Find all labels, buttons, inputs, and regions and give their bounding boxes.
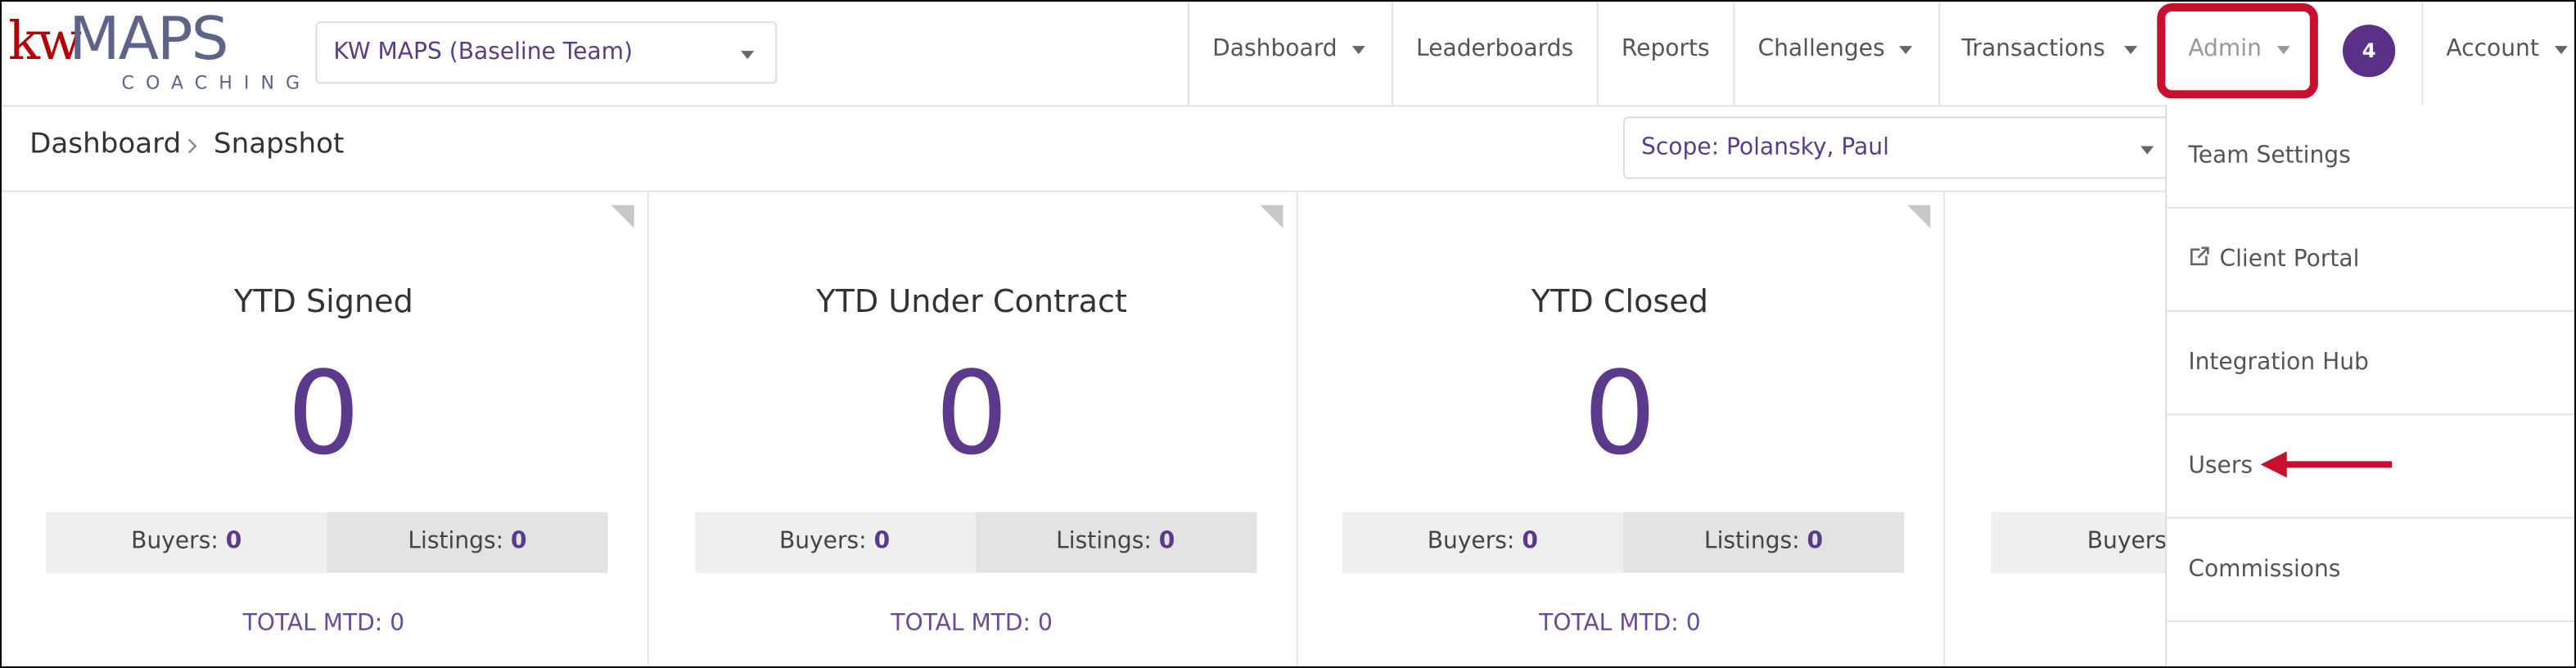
card-corner [1907, 205, 1931, 228]
buyers-label: Buyers: [131, 528, 219, 555]
card-value: 0 [1583, 346, 1657, 481]
nav-item[interactable]: Leaderboards [1416, 36, 1574, 63]
snapshot-card: YTD Signed 0 Buyers: 0 Listings: 0 TOTAL MTD… [0, 192, 649, 668]
mtd-label: TOTAL MTD: [891, 610, 1031, 637]
listings-label: Listings: [408, 528, 504, 555]
buyers-value: 0 [1522, 528, 1538, 555]
mtd-value: 0 [1685, 610, 1701, 637]
separator [1733, 0, 1735, 106]
separator [1938, 0, 1941, 106]
admin-dropdown: Team Settings Client Portal Integration Hu… [2165, 105, 2576, 668]
nav-item[interactable]: Challenges [1757, 36, 1885, 63]
mtd-label: TOTAL MTD: [1539, 610, 1679, 637]
nav-item[interactable]: Transactions [1961, 36, 2105, 63]
card-title: YTD Closed [1531, 283, 1708, 320]
menu-item-text: Commissions [2188, 556, 2341, 583]
nav-item[interactable]: Account [2446, 36, 2539, 63]
card-value: 0 [935, 346, 1008, 481]
total-mtd: TOTAL MTD: 0 [648, 611, 1296, 637]
listings-value: 0 [511, 528, 527, 555]
listings-value: 0 [1807, 528, 1824, 555]
total-mtd: TOTAL MTD: 0 [1297, 611, 1944, 637]
separator [1596, 0, 1599, 106]
mtd-value: 0 [390, 610, 405, 637]
buyers-label: Buyers: [2087, 528, 2175, 555]
nav-item[interactable]: Reports [1621, 36, 1710, 63]
menu-item-text: Team Settings [2188, 142, 2351, 169]
separator [2421, 0, 2424, 106]
listings-cell: Listings: 0 [975, 512, 1256, 573]
listings-value: 0 [1158, 528, 1175, 555]
buyers-cell: Buyers: 0 [46, 512, 327, 573]
separator [1188, 0, 1190, 106]
logo-coaching: COACHING [121, 72, 312, 94]
separator [1391, 0, 1393, 106]
divider [0, 190, 2576, 192]
external-link-icon [2190, 246, 2209, 266]
pointer-arrow [2260, 451, 2393, 478]
menu-item[interactable]: Commissions [2167, 519, 2576, 622]
logo-maps: MAPS [69, 7, 228, 74]
breadcrumb-item: Snapshot [213, 128, 345, 161]
menu-item[interactable]: Team Settings [2167, 105, 2576, 209]
card-corner [1259, 205, 1283, 228]
caret [2554, 46, 2568, 55]
scope-select[interactable]: Scope: Polansky, Paul [1622, 116, 2182, 179]
nav-item[interactable]: Dashboard [1212, 36, 1338, 63]
nav-item[interactable]: Admin [2188, 36, 2262, 63]
logo-kw: kw [8, 10, 82, 73]
listings-label: Listings: [1703, 528, 1800, 555]
menu-item[interactable]: Integration Hub [2167, 312, 2576, 416]
menu-item[interactable]: Users [2167, 415, 2576, 519]
menu-item-text: Users [2188, 453, 2253, 480]
buyers-value: 0 [225, 528, 242, 555]
card-title: YTD Signed [233, 283, 413, 320]
breadcrumb-item[interactable]: Dashboard [29, 128, 182, 161]
listings-cell: Listings: 0 [327, 512, 608, 573]
snapshot-card: YTD Closed 0 Buyers: 0 Listings: 0 TOTAL MTD… [1297, 192, 1946, 668]
caret [2124, 46, 2138, 55]
listings-cell: Listings: 0 [1622, 512, 1905, 573]
buyers-value: 0 [873, 528, 891, 555]
listings-label: Listings: [1056, 528, 1152, 555]
menu-item-text: Client Portal [2219, 246, 2360, 273]
card-title: YTD Under Contract [816, 283, 1127, 320]
team-select-text: KW MAPS (Baseline Team) [333, 39, 634, 66]
menu-item[interactable]: Client Portal [2167, 209, 2576, 312]
caret [741, 51, 755, 60]
notification-badge[interactable]: 4 [2342, 25, 2396, 78]
buyers-label: Buyers: [778, 528, 867, 555]
caret [2141, 146, 2154, 155]
card-corner [611, 205, 634, 228]
caret [2276, 46, 2290, 55]
mtd-value: 0 [1037, 610, 1053, 637]
buyers-cell: Buyers: 0 [693, 512, 976, 573]
scope-text: Scope: Polansky, Paul [1640, 134, 1889, 161]
highlight-box [2157, 3, 2318, 99]
team-select[interactable]: KW MAPS (Baseline Team) [315, 21, 778, 84]
header: kw MAPS COACHING KW MAPS (Baseline Team)… [0, 0, 2576, 107]
menu-item-text: Integration Hub [2188, 350, 2369, 377]
card-value: 0 [286, 346, 361, 481]
total-mtd: TOTAL MTD: 0 [0, 611, 647, 637]
buyers-cell: Buyers: 0 [1342, 512, 1623, 573]
mtd-label: TOTAL MTD: [242, 610, 383, 637]
caret [1899, 46, 1913, 55]
breadcrumb-separator [187, 138, 197, 154]
caret [1351, 46, 1365, 55]
buyers-label: Buyers: [1427, 528, 1515, 555]
